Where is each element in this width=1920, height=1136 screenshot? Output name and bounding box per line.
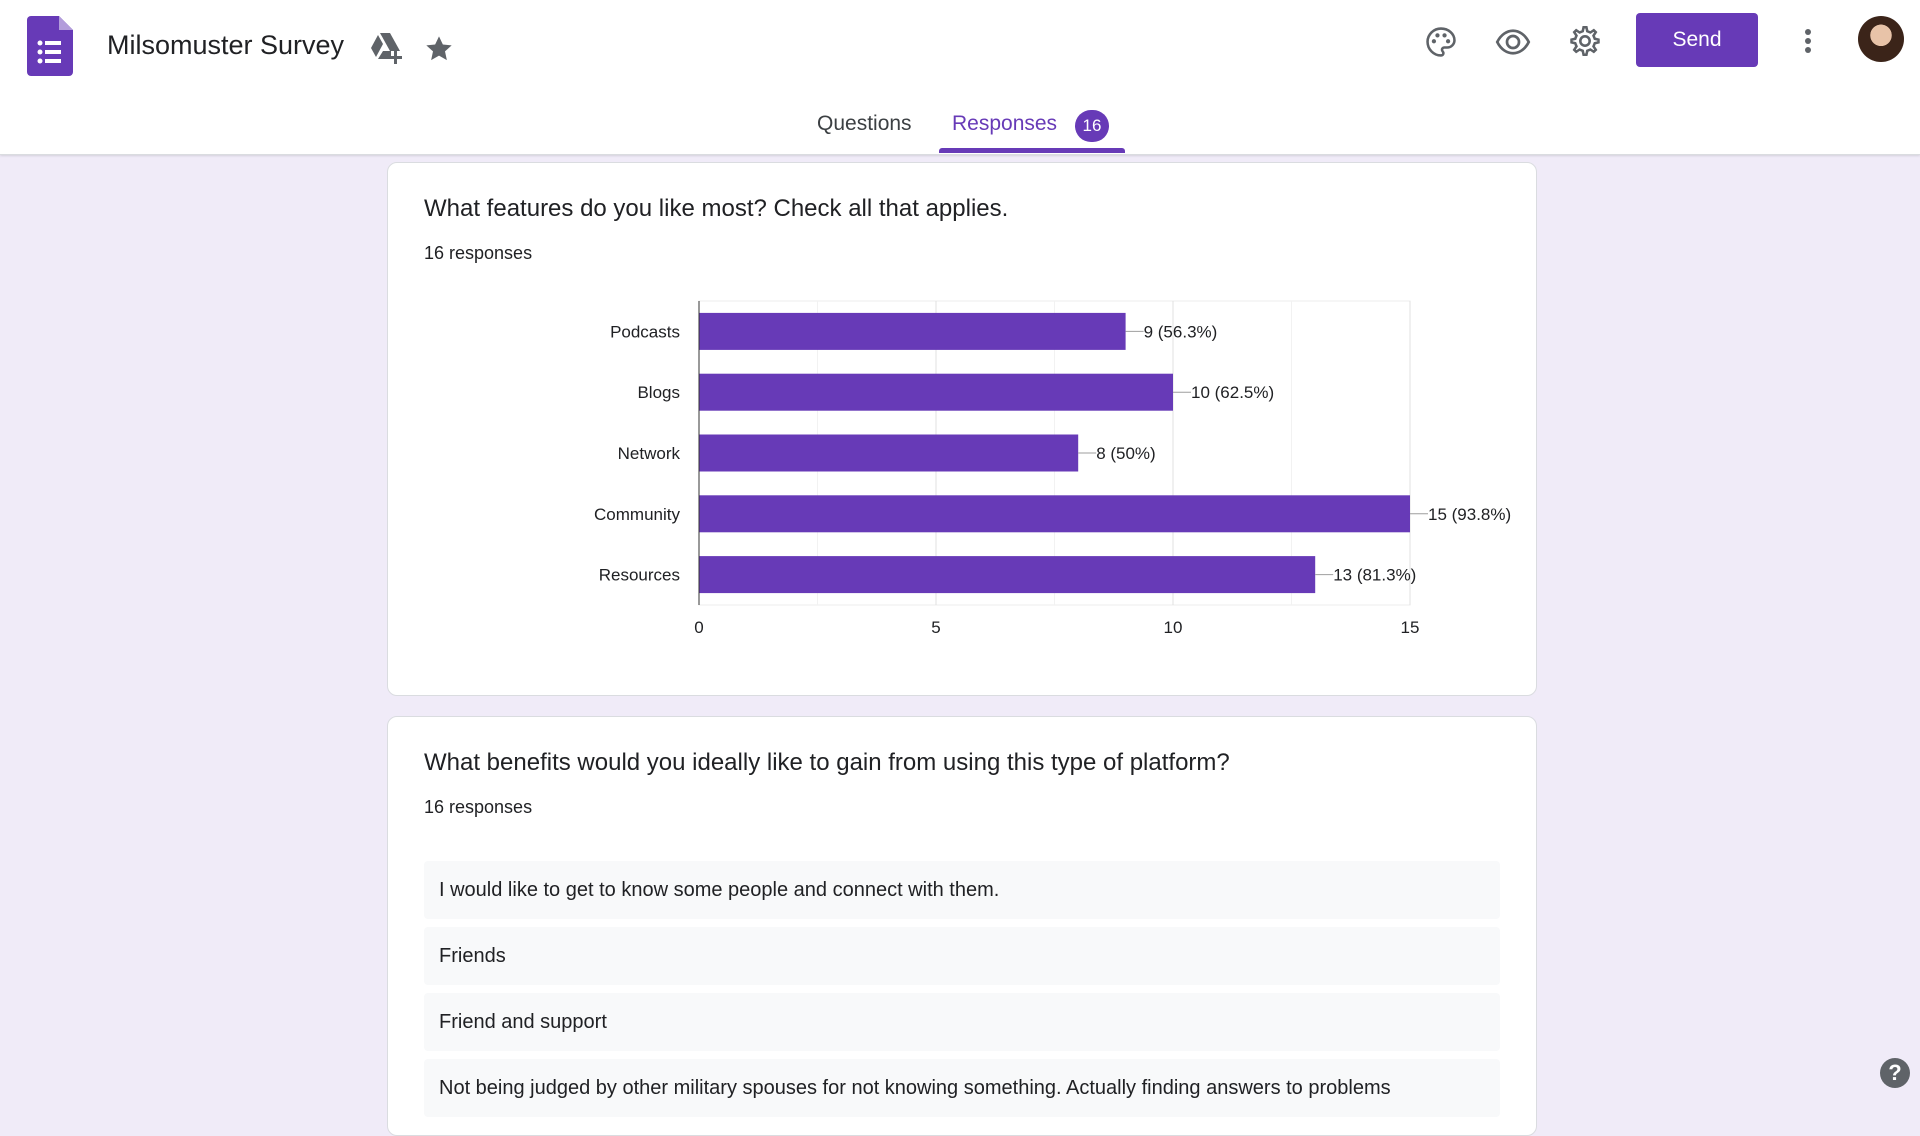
bar-chart: 0 5 10 15 Podcasts 9 (56.3%) Blogs 10 (62.5%) Ne… <box>594 300 1511 637</box>
data-label: 15 (93.8%) <box>1428 505 1511 524</box>
forms-logo-icon[interactable] <box>27 16 73 76</box>
x-tick-label: 10 <box>1164 618 1183 637</box>
bar <box>699 434 1079 472</box>
tab-questions[interactable]: Questions <box>817 112 912 135</box>
responses-count-badge: 16 <box>1075 110 1109 142</box>
x-tick-label: 5 <box>931 618 940 637</box>
data-label: 9 (56.3%) <box>1144 322 1218 341</box>
data-label: 13 (81.3%) <box>1333 566 1416 585</box>
answer-item: I would like to get to know some people … <box>424 861 1500 919</box>
response-count: 16 responses <box>424 797 533 817</box>
avatar[interactable] <box>1858 16 1904 62</box>
question-summary-card: What benefits would you ideally like to … <box>387 716 1537 1136</box>
top-bar: Milsomuster Survey <box>0 0 1920 155</box>
question-title: What benefits would you ideally like to … <box>424 749 1230 776</box>
star-icon[interactable] <box>420 30 458 68</box>
question-summary-card: What features do you like most? Check al… <box>387 162 1537 696</box>
send-button[interactable]: Send <box>1636 13 1758 67</box>
category-label: Blogs <box>637 383 680 402</box>
help-icon[interactable]: ? <box>1880 1058 1910 1088</box>
category-label: Resources <box>599 566 680 585</box>
x-tick-label: 15 <box>1401 618 1420 637</box>
active-tab-indicator <box>939 148 1125 153</box>
eye-icon[interactable] <box>1492 22 1534 62</box>
data-label: 10 (62.5%) <box>1191 383 1274 402</box>
palette-icon[interactable] <box>1421 22 1461 62</box>
bar <box>699 312 1126 350</box>
bar <box>699 373 1173 411</box>
answer-item: Friends <box>424 927 1500 985</box>
bar <box>699 495 1410 533</box>
tab-responses[interactable]: Responses <box>952 112 1058 135</box>
form-title[interactable]: Milsomuster Survey <box>107 30 345 60</box>
response-count: 16 responses <box>424 243 533 263</box>
bar <box>699 556 1316 594</box>
data-label: 8 (50%) <box>1096 444 1156 463</box>
answer-item: Friend and support <box>424 993 1500 1051</box>
x-tick-label: 0 <box>694 618 703 637</box>
category-label: Community <box>594 505 680 524</box>
gear-icon[interactable] <box>1564 20 1606 62</box>
category-label: Network <box>618 444 681 463</box>
answer-item: Not being judged by other military spous… <box>424 1059 1500 1117</box>
question-title: What features do you like most? Check al… <box>424 195 1009 222</box>
more-vert-icon[interactable] <box>1792 20 1824 62</box>
add-to-drive-icon[interactable] <box>366 30 406 66</box>
category-label: Podcasts <box>610 322 680 341</box>
